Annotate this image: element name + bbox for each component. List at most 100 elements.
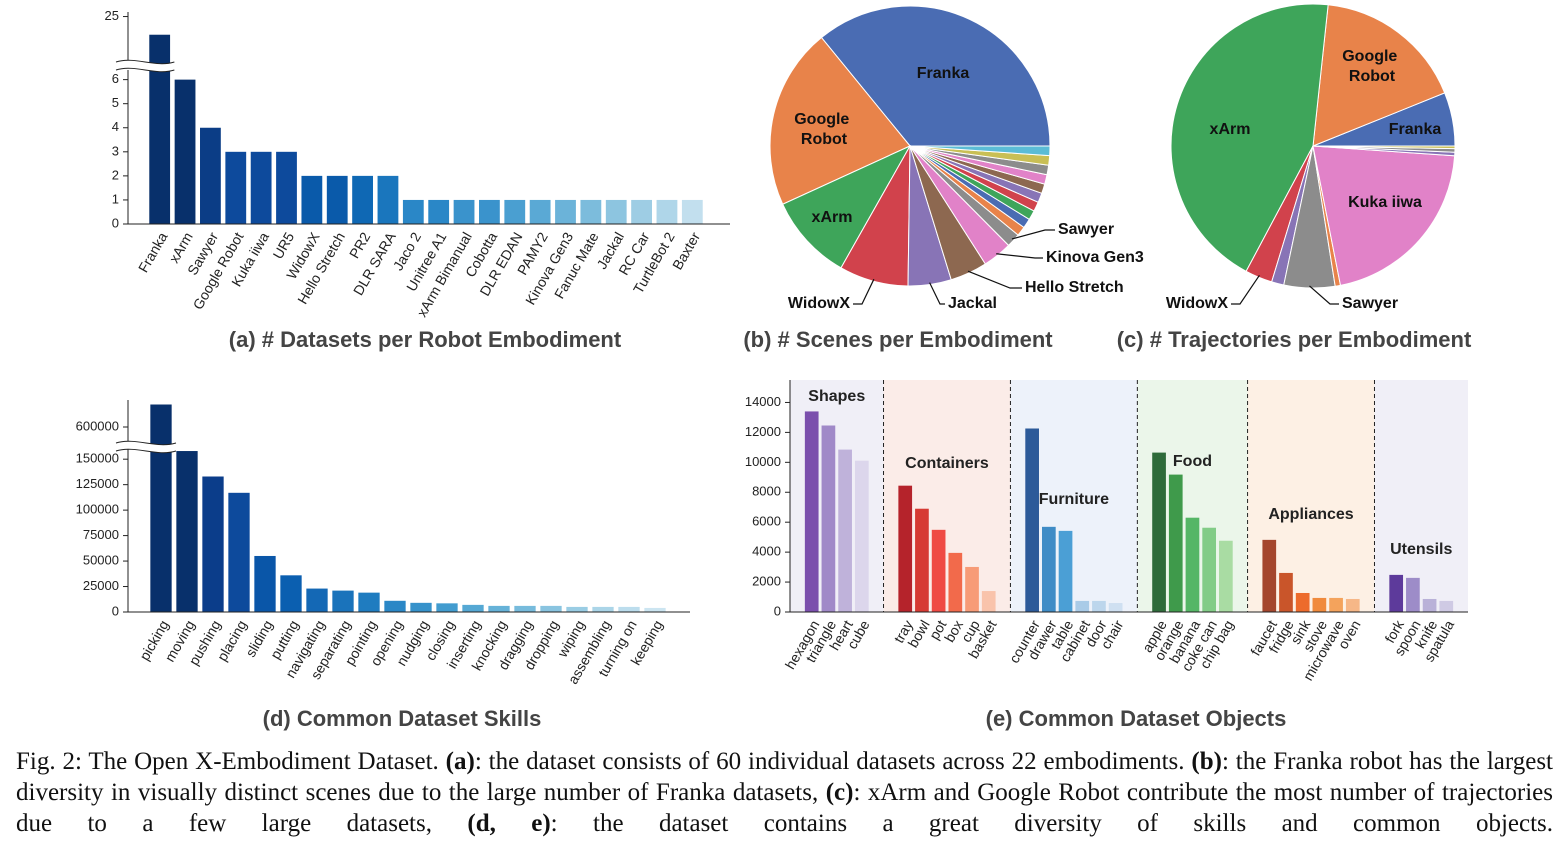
bar (276, 151, 297, 224)
bar (631, 199, 652, 224)
pie-slice (820, 5, 1051, 147)
pie-label: xArm (1210, 121, 1251, 138)
bar (453, 199, 475, 224)
pie-label: Hello Stretch (1025, 279, 1124, 296)
axis-break (116, 441, 176, 453)
y-tick-label: 2 (112, 167, 119, 182)
pie-label: Franka (1389, 121, 1442, 138)
group-title: Furniture (1039, 491, 1109, 508)
bar (254, 555, 276, 612)
pie-slice (1312, 4, 1446, 147)
y-tick-label: 0 (112, 215, 119, 230)
axis-break-line (115, 440, 177, 446)
leader-line (996, 253, 1043, 259)
leader-line (1231, 275, 1260, 305)
bar (326, 175, 348, 224)
bar (358, 592, 380, 612)
pie-label: Sawyer (1058, 221, 1114, 238)
caption-text: : the dataset consists of 60 individual … (474, 748, 1192, 775)
bar (605, 199, 627, 224)
bar (250, 151, 272, 224)
bar (898, 485, 913, 612)
chart-title: (b) # Scenes per Embodiment (743, 327, 1053, 352)
bar (1312, 597, 1327, 612)
y-tick-label: 125000 (76, 476, 119, 491)
pie-label: Google Robot (1342, 48, 1402, 85)
bar (821, 425, 836, 612)
y-tick-label: 5 (112, 95, 119, 110)
axis-break-line (115, 59, 175, 65)
y-tick-label: 6 (112, 71, 119, 86)
group-title: Food (1173, 453, 1212, 470)
y-tick-label: 25 (105, 8, 119, 23)
bar (948, 552, 963, 612)
bar (410, 602, 432, 612)
leader-line (853, 278, 875, 305)
bar (592, 606, 614, 612)
caption-text: : the Franka robot has the largest diver… (16, 748, 1554, 806)
bar (488, 605, 510, 612)
caption-text: Fig. 2: The Open X-Embodiment Dataset. (16, 748, 446, 775)
pie-label: Kuka iiwa (1348, 194, 1422, 211)
bar (580, 199, 602, 224)
bar (1406, 577, 1420, 612)
pie-label: Google Robot (794, 111, 854, 148)
bar (838, 449, 852, 612)
y-tick-label: 75000 (83, 527, 119, 542)
bar (1108, 603, 1123, 612)
bar (931, 529, 946, 612)
bar (1202, 527, 1217, 612)
pie-slice (782, 144, 912, 269)
y-tick-label: 8000 (752, 484, 781, 499)
x-tick-label: Franka (135, 229, 171, 275)
bar (228, 492, 250, 612)
bar (1279, 572, 1293, 612)
chart-title: (e) Common Dataset Objects (986, 706, 1287, 731)
bar (1092, 600, 1106, 612)
bar (225, 151, 247, 224)
bar (529, 199, 551, 224)
caption-text: : the dataset contains a great diversity… (550, 810, 1554, 837)
axis-break (116, 60, 175, 72)
pie-label: xArm (812, 209, 853, 226)
y-tick-label: 0 (774, 603, 781, 618)
y-tick-label: 4000 (752, 544, 781, 559)
chart-title: (c) # Trajectories per Embodiment (1117, 327, 1472, 352)
bar (306, 588, 328, 612)
bar (280, 575, 302, 612)
caption-text: : xArm and Google Robot contribute the m… (16, 779, 1553, 837)
y-tick-label: 14000 (745, 394, 781, 409)
pie-slice (769, 36, 911, 205)
caption-label: (c) (825, 779, 854, 806)
y-tick-label: 50000 (83, 553, 119, 568)
pie-label: WidowX (1166, 295, 1228, 312)
bar (150, 404, 172, 612)
bar (174, 79, 196, 224)
bar (301, 175, 323, 224)
bar (566, 606, 588, 612)
bar (656, 199, 678, 224)
bar (479, 199, 500, 224)
y-tick-label: 600000 (76, 418, 119, 433)
bar (377, 175, 399, 224)
bar (1389, 574, 1404, 612)
bar (804, 411, 819, 612)
bar (981, 591, 996, 612)
y-tick-label: 100000 (76, 502, 119, 517)
y-tick-label: 3 (112, 143, 119, 158)
bar (1422, 598, 1437, 612)
bar (1041, 526, 1056, 612)
bar (540, 605, 562, 612)
leader-line (929, 282, 945, 305)
bar (555, 199, 576, 224)
bar (1295, 592, 1310, 612)
pie-label: WidowX (788, 295, 850, 312)
caption-label: (d, e) (467, 810, 551, 837)
bar (681, 199, 703, 224)
bar (504, 199, 526, 224)
bar (176, 451, 198, 612)
leader-line (967, 270, 1022, 289)
bar (1345, 598, 1360, 612)
